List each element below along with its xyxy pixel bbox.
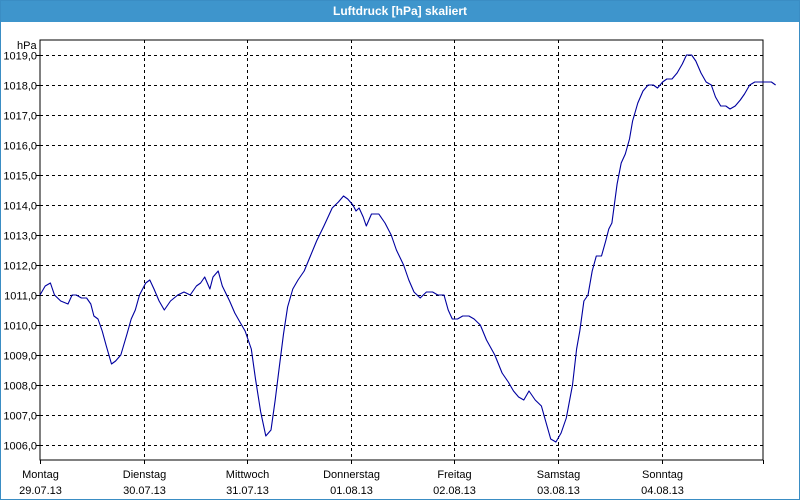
y-tick-label: 1008,0: [3, 381, 37, 393]
y-tick-label: 1015,0: [3, 171, 37, 183]
x-tick-date-label: 01.08.13: [330, 485, 373, 497]
series-line: [39, 54, 776, 443]
x-tick-date-label: 31.07.13: [226, 485, 269, 497]
x-tick-date-label: 04.08.13: [641, 485, 684, 497]
x-tick-day-label: Samstag: [537, 469, 580, 481]
x-tick-day-label: Mittwoch: [226, 469, 269, 481]
y-tick-label: 1019,0: [3, 51, 37, 63]
y-tick-label: 1010,0: [3, 321, 37, 333]
x-tick-date-label: 29.07.13: [19, 485, 62, 497]
y-tick-label: 1006,0: [3, 441, 37, 453]
plot-area: [39, 39, 764, 461]
chart-title: Luftdruck [hPa] skaliert: [1, 1, 799, 22]
x-tick-day-label: Freitag: [437, 469, 471, 481]
y-tick-label: 1012,0: [3, 261, 37, 273]
y-tick-label: 1014,0: [3, 201, 37, 213]
x-tick-date-label: 03.08.13: [537, 485, 580, 497]
y-tick-label: 1011,0: [4, 291, 37, 303]
x-tick-day-label: Donnerstag: [323, 469, 380, 481]
y-tick-label: 1013,0: [3, 231, 37, 243]
y-tick-label: 1009,0: [3, 351, 37, 363]
x-tick-day-label: Dienstag: [123, 469, 166, 481]
y-tick-label: 1007,0: [3, 411, 37, 423]
x-tick-day-label: Montag: [22, 469, 59, 481]
y-tick-label: 1018,0: [3, 81, 37, 93]
y-tick-label: 1016,0: [3, 141, 37, 153]
y-axis-label: hPa: [17, 40, 37, 52]
x-tick-date-label: 02.08.13: [433, 485, 476, 497]
x-tick-date-label: 30.07.13: [123, 485, 166, 497]
y-tick-label: 1017,0: [3, 111, 37, 123]
x-tick-day-label: Sonntag: [642, 469, 683, 481]
